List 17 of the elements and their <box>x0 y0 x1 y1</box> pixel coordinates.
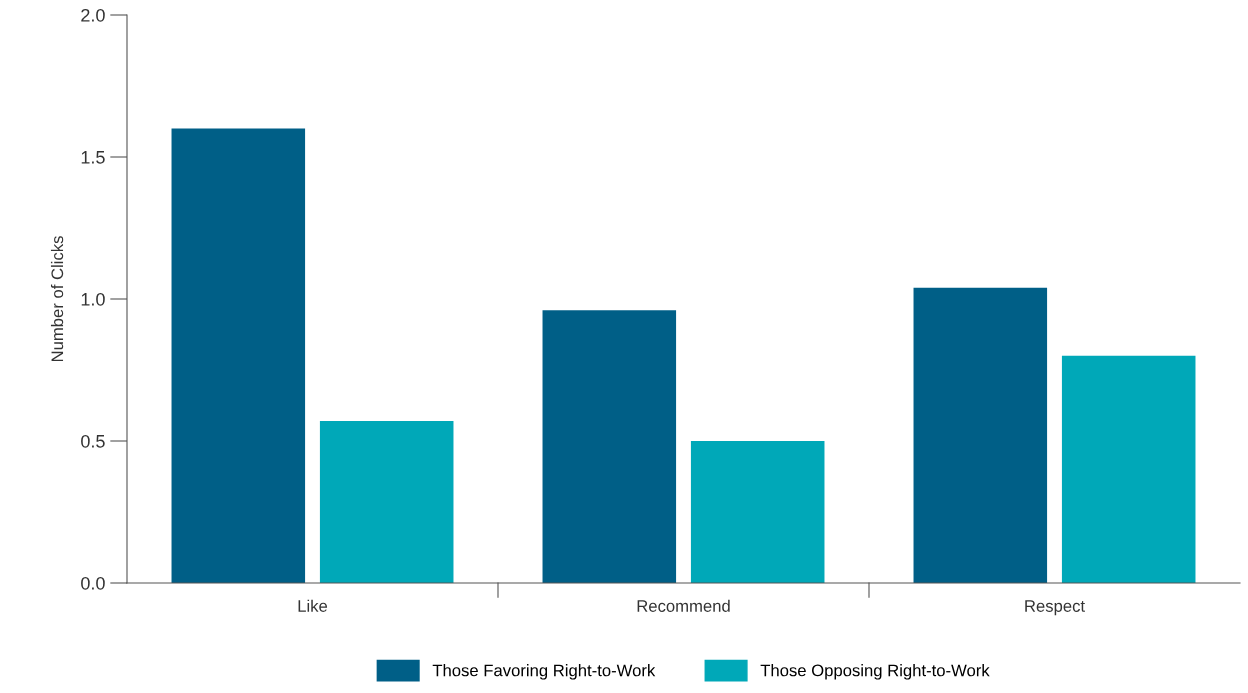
bar <box>319 421 454 583</box>
bar <box>542 310 677 583</box>
x-tick-label: Recommend <box>637 599 730 612</box>
y-axis-title: Number of Clicks <box>50 236 64 362</box>
y-tick-label: 0.0 <box>81 576 105 590</box>
legend-label: Those Opposing Right-to-Work <box>760 664 990 680</box>
y-tick-label: 1.5 <box>81 151 105 164</box>
legend-label: Those Favoring Right-to-Work <box>432 664 656 680</box>
bar <box>690 441 825 583</box>
bar <box>171 128 306 583</box>
x-tick-label: Like <box>298 599 328 612</box>
bar <box>1061 355 1196 583</box>
y-tick-label: 1.0 <box>81 292 105 306</box>
y-tick-label: 0.5 <box>81 434 105 448</box>
y-tick-label: 2.0 <box>81 8 105 22</box>
bar <box>913 287 1048 583</box>
x-tick-label: Respect <box>1025 600 1085 616</box>
